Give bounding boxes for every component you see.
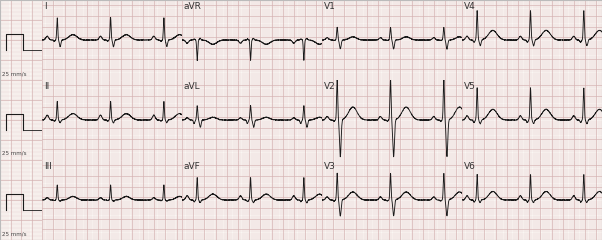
Text: V5: V5 <box>464 82 476 91</box>
Text: aVR: aVR <box>184 2 202 11</box>
Text: V3: V3 <box>324 162 336 171</box>
Text: V4: V4 <box>464 2 476 11</box>
Text: V2: V2 <box>324 82 336 91</box>
Text: 25 mm/s: 25 mm/s <box>2 231 26 236</box>
Text: 25 mm/s: 25 mm/s <box>2 71 26 76</box>
Text: V1: V1 <box>324 2 336 11</box>
Text: I: I <box>44 2 46 11</box>
Text: II: II <box>44 82 49 91</box>
Text: aVL: aVL <box>184 82 200 91</box>
Text: 25 mm/s: 25 mm/s <box>2 151 26 156</box>
Text: V6: V6 <box>464 162 476 171</box>
Text: aVF: aVF <box>184 162 200 171</box>
Text: III: III <box>44 162 52 171</box>
